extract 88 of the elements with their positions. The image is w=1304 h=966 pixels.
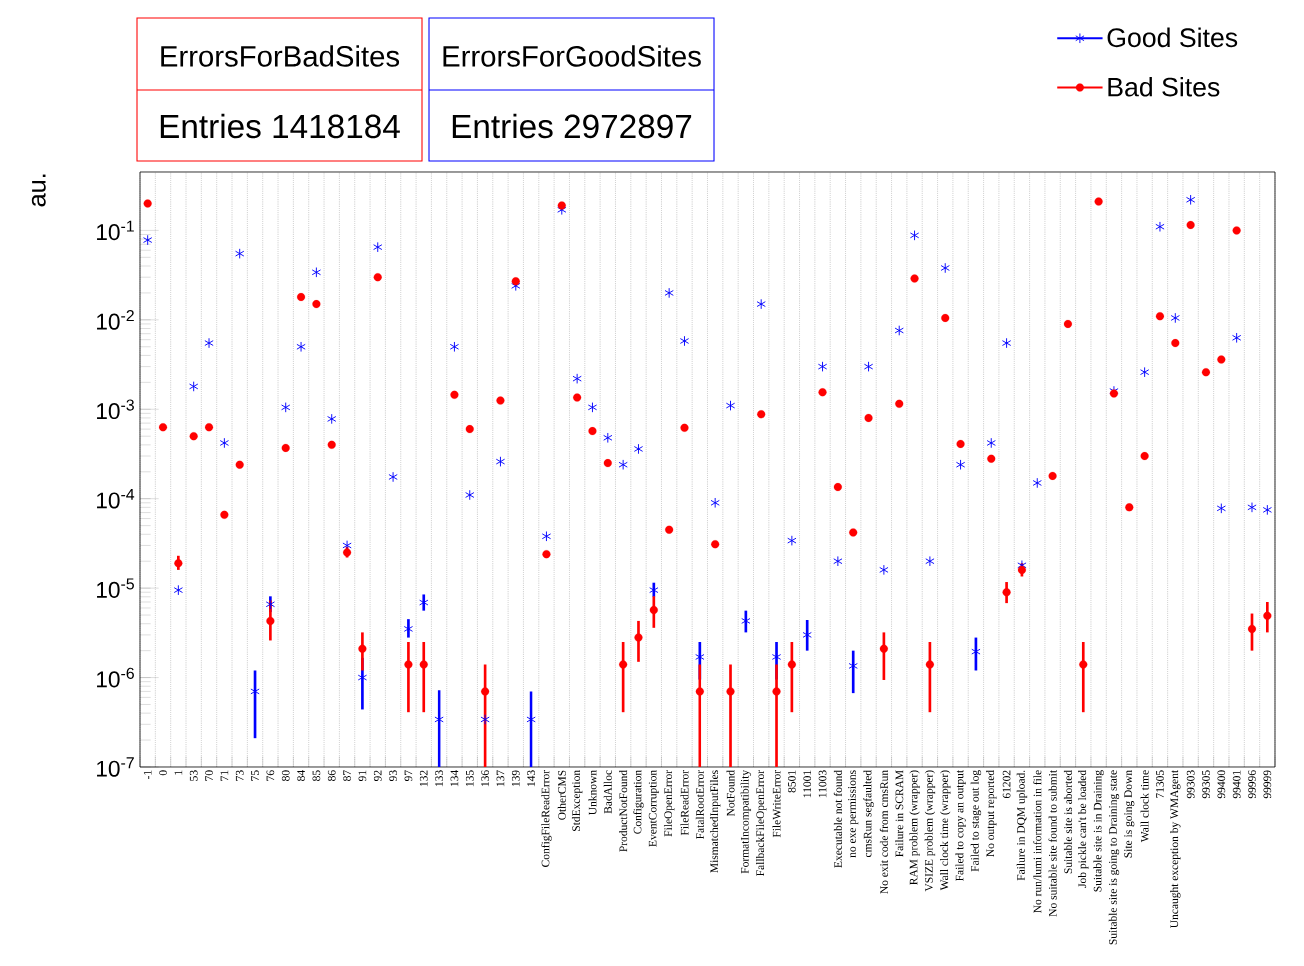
x-tick-label: ConfigFileReadError xyxy=(541,770,552,867)
x-tick-label: 137 xyxy=(496,770,505,787)
x-tick-label: 87 xyxy=(343,770,351,781)
x-tick-label: 8501 xyxy=(788,770,796,793)
x-tick-label: Suitable site is aborted xyxy=(1063,770,1072,874)
x-tick-label: 143 xyxy=(527,770,535,787)
x-tick-label: 61202 xyxy=(1002,770,1011,799)
x-tick-label: 92 xyxy=(373,770,382,782)
x-tick-label: Failure in DQM upload. xyxy=(1016,770,1028,881)
x-tick-label: 134 xyxy=(450,770,459,787)
x-tick-label: Site is going Down xyxy=(1124,770,1135,858)
x-tick-label: 11001 xyxy=(803,770,812,798)
x-tick-label: Suitable site is going to Draining state xyxy=(1108,770,1120,945)
x-tick-label: 11003 xyxy=(818,770,827,798)
x-tick-label: EventCorruption xyxy=(648,770,659,847)
x-tick-label: No exit code from cmsRun xyxy=(879,770,888,894)
text: Entries 1418184 xyxy=(160,113,400,139)
x-tick-label: No run/lumi information in file xyxy=(1033,770,1042,913)
x-tick-label: Job pickle can't be loaded xyxy=(1078,770,1089,888)
x-tick-label: FatalRootError xyxy=(695,770,704,840)
text: ErrorsForGoodSites xyxy=(443,45,701,67)
x-tick-label: 71305 xyxy=(1156,770,1164,798)
x-tick-label: 99999 xyxy=(1263,770,1272,799)
x-tick-label: Failure in SCRAM xyxy=(895,770,904,857)
x-tick-label: 99400 xyxy=(1217,770,1226,799)
x-tick-label: 80 xyxy=(281,770,290,781)
x-tick-label: ProductNotFound xyxy=(619,770,628,852)
x-tick-label: 136 xyxy=(481,770,489,787)
x-tick-label: Uncaught exception by WMAgent xyxy=(1170,769,1181,928)
x-tick-label: Failed to stage out log xyxy=(970,770,982,872)
y-tick-label: 10$^{-2}$ xyxy=(97,310,134,330)
y-tick-label: 10$^{-7}$ xyxy=(97,757,134,777)
x-tick-label: FormatIncompatibility xyxy=(740,769,752,874)
x-tick-label: RAM problem (wrapper) xyxy=(909,770,920,885)
x-tick-label: 99303 xyxy=(1186,770,1195,799)
x-tick-label: 133 xyxy=(435,770,443,787)
x-tick-label: FileReadError xyxy=(680,770,689,836)
x-tick-label: 70 xyxy=(205,770,213,781)
x-tick-label: FileOpenError xyxy=(663,770,675,837)
y-tick-label: 10$^{-6}$ xyxy=(97,667,134,688)
x-tick-label: 84 xyxy=(297,770,305,781)
x-tick-label: No output reported xyxy=(986,770,997,857)
x-tick-label: 86 xyxy=(327,770,336,781)
x-tick-label: 91 xyxy=(358,770,367,782)
x-tick-label: 99305 xyxy=(1202,770,1210,799)
x-tick-label: 135 xyxy=(465,770,474,787)
x-tick-label: StdException xyxy=(571,770,583,831)
x-tick-label: Configuration xyxy=(633,770,644,834)
x-tick-label: Executable not found xyxy=(833,770,842,868)
y-tick-label: 10$^{-5}$ xyxy=(97,578,134,598)
x-tick-label: Wall clock time (wrapper) xyxy=(940,770,951,891)
x-tick-label: Suitable site is in Draining xyxy=(1093,770,1104,892)
legend-label: Good Sites xyxy=(1107,27,1238,48)
x-tick-label: 0 xyxy=(159,770,167,776)
x-tick-label: 53 xyxy=(189,770,198,781)
y-axis-title: au. xyxy=(31,174,46,207)
x-tick-label: FileWriteError xyxy=(772,770,781,838)
x-tick-label: no exe permissions xyxy=(848,770,859,858)
y-tick-label: 10$^{-3}$ xyxy=(97,399,134,420)
x-tick-label: MismatchedInputFiles xyxy=(709,770,721,873)
text: Entries 2972897 xyxy=(452,113,692,139)
x-tick-label: VSIZE problem (wrapper) xyxy=(924,770,936,892)
x-tick-label: OtherCMS xyxy=(557,770,566,820)
x-tick-label: 97 xyxy=(404,770,413,782)
x-tick-label: 93 xyxy=(389,770,397,782)
x-tick-label: 99996 xyxy=(1248,770,1256,799)
x-tick-label: -1 xyxy=(143,770,152,780)
x-tick-label: 1 xyxy=(174,770,183,775)
x-tick-label: 76 xyxy=(266,770,275,781)
text: ErrorsForBadSites xyxy=(161,45,400,67)
x-tick-label: cmsRun segfaulted xyxy=(863,770,874,858)
legend-label: Bad Sites xyxy=(1108,76,1220,97)
x-tick-label: Wall clock time xyxy=(1140,770,1149,843)
x-tick-label: FallbackFileOpenError xyxy=(755,770,767,876)
x-tick-label: Unknown xyxy=(588,770,597,815)
x-tick-label: 85 xyxy=(312,770,321,781)
y-tick-label: 10$^{-4}$ xyxy=(97,488,135,509)
x-tick-label: 71 xyxy=(220,770,229,781)
x-tick-label: 99401 xyxy=(1232,770,1241,799)
x-tick-label: NotFound xyxy=(726,770,735,817)
x-tick-label: 75 xyxy=(251,770,259,781)
x-tick-label: BadAlloc xyxy=(603,770,612,814)
y-tick-label: 10$^{-1}$ xyxy=(97,220,134,241)
x-tick-label: 139 xyxy=(511,770,520,787)
x-tick-label: Failed to copy an output xyxy=(955,769,966,882)
x-tick-label: No suitable site found to submit xyxy=(1048,769,1057,917)
x-tick-label: 132 xyxy=(419,770,428,787)
x-tick-label: 73 xyxy=(235,770,244,781)
